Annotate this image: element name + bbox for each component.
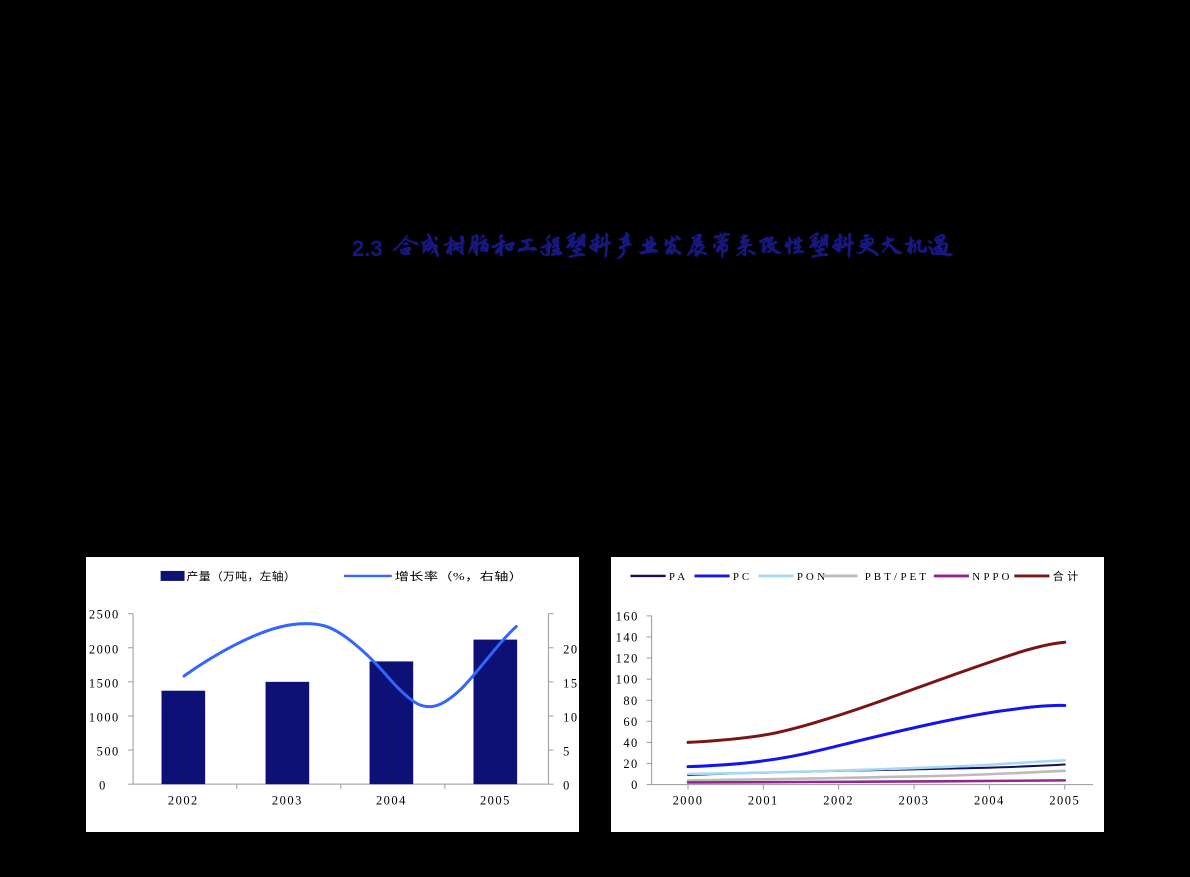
svg-text:120: 120 xyxy=(616,652,639,666)
svg-text:2000: 2000 xyxy=(89,642,120,656)
svg-text:2002: 2002 xyxy=(823,794,854,808)
svg-text:20: 20 xyxy=(563,642,578,656)
svg-text:10: 10 xyxy=(563,711,578,725)
svg-text:2004: 2004 xyxy=(974,794,1005,808)
svg-text:增长率（%，右轴）: 增长率（%，右轴） xyxy=(395,569,524,583)
svg-text:2002: 2002 xyxy=(168,794,199,808)
svg-text:1500: 1500 xyxy=(89,676,120,690)
svg-text:P C: P C xyxy=(733,571,750,583)
svg-text:5: 5 xyxy=(563,745,571,759)
svg-text:2000: 2000 xyxy=(673,794,704,808)
svg-text:P O N: P O N xyxy=(797,571,825,583)
svg-text:0: 0 xyxy=(563,779,571,793)
svg-text:N P P O: N P P O xyxy=(972,571,1010,583)
svg-text:160: 160 xyxy=(616,609,639,623)
svg-text:80: 80 xyxy=(623,694,638,708)
svg-text:100: 100 xyxy=(616,673,639,687)
svg-text:1000: 1000 xyxy=(89,711,120,725)
svg-text:2003: 2003 xyxy=(272,794,303,808)
svg-text:0: 0 xyxy=(99,779,107,793)
svg-text:2004: 2004 xyxy=(376,794,407,808)
svg-text:0: 0 xyxy=(631,778,639,792)
svg-text:60: 60 xyxy=(623,715,638,729)
svg-text:15: 15 xyxy=(563,676,578,690)
svg-text:合 计: 合 计 xyxy=(1053,569,1079,583)
svg-text:P B T / P E T: P B T / P E T xyxy=(865,571,927,583)
svg-text:2005: 2005 xyxy=(480,794,511,808)
svg-text:20: 20 xyxy=(623,757,638,771)
svg-text:2003: 2003 xyxy=(899,794,930,808)
svg-text:2005: 2005 xyxy=(1049,794,1080,808)
svg-text:2001: 2001 xyxy=(748,794,779,808)
svg-text:40: 40 xyxy=(623,736,638,750)
svg-text:产量（万吨，左轴）: 产量（万吨，左轴） xyxy=(187,569,297,583)
svg-text:500: 500 xyxy=(97,745,120,759)
svg-text:2500: 2500 xyxy=(89,608,120,622)
svg-text:P A: P A xyxy=(669,571,686,583)
svg-text:140: 140 xyxy=(616,630,639,644)
